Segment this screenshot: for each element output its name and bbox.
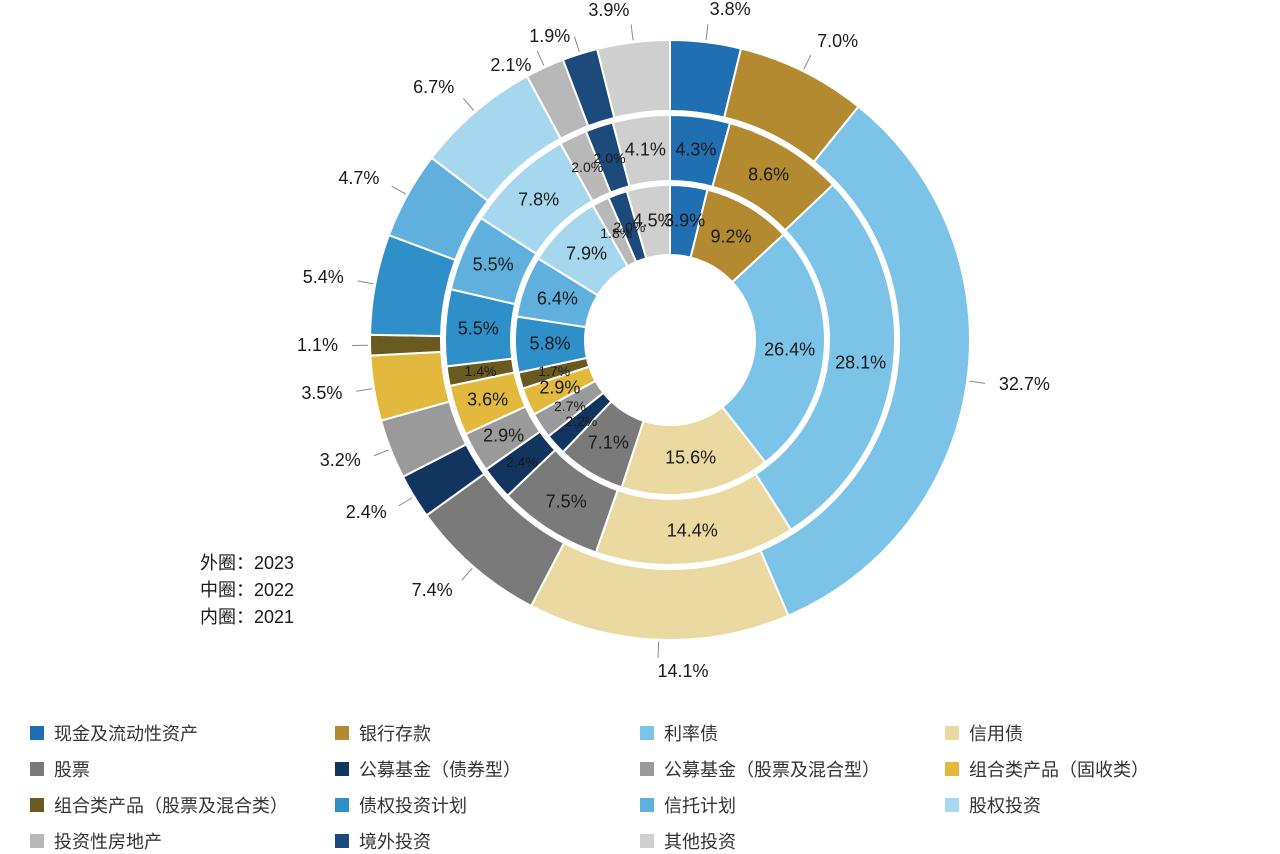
ring-year-note: 外圈：2023中圈：2022内圈：2021	[200, 550, 294, 631]
slice-outer-2023-combo_equity	[370, 335, 441, 356]
legend-swatch	[335, 798, 349, 812]
legend-label: 公募基金（债券型）	[359, 756, 521, 782]
leader-line	[706, 24, 708, 40]
legend-swatch	[640, 726, 654, 740]
leader-line	[804, 55, 811, 69]
leader-line	[537, 51, 544, 66]
legend-swatch	[30, 798, 44, 812]
legend: 现金及流动性资产 银行存款 利率债 信用债股票 公募基金（债券型） 公募基金（股票及混合型…	[30, 720, 1250, 854]
legend-item-debt_plan: 债权投资计划	[335, 792, 640, 818]
legend-label: 股权投资	[969, 792, 1041, 818]
legend-item-credit_bond: 信用债	[945, 720, 1250, 746]
leader-line	[969, 381, 985, 383]
ring-note-line: 中圈：2022	[200, 577, 294, 604]
ring-note-line: 内圈：2021	[200, 604, 294, 631]
leader-line	[358, 281, 374, 284]
donut-chart-area: 3.9%9.2%26.4%15.6%7.1%2.2%2.7%2.9%1.7%5.…	[0, 0, 1280, 700]
legend-label: 银行存款	[359, 720, 431, 746]
legend-label: 信用债	[969, 720, 1023, 746]
legend-item-combo_fixed: 组合类产品（固收类）	[945, 756, 1250, 782]
leader-line	[631, 24, 633, 40]
legend-item-rate_bond: 利率债	[640, 720, 945, 746]
legend-label: 现金及流动性资产	[54, 720, 198, 746]
legend-swatch	[30, 762, 44, 776]
legend-swatch	[30, 726, 44, 740]
legend-swatch	[335, 762, 349, 776]
legend-swatch	[640, 762, 654, 776]
legend-label: 组合类产品（股票及混合类）	[54, 792, 288, 818]
leader-line	[392, 186, 406, 194]
legend-swatch	[640, 798, 654, 812]
legend-swatch	[30, 834, 44, 848]
legend-swatch	[335, 834, 349, 848]
legend-item-cash: 现金及流动性资产	[30, 720, 335, 746]
legend-item-fund_equity: 公募基金（股票及混合型）	[640, 756, 945, 782]
legend-swatch	[335, 726, 349, 740]
legend-label: 信托计划	[664, 792, 736, 818]
legend-label: 债权投资计划	[359, 792, 467, 818]
nested-donut-svg	[0, 0, 1280, 700]
legend-label: 利率债	[664, 720, 718, 746]
legend-item-deposit: 银行存款	[335, 720, 640, 746]
legend-item-combo_equity: 组合类产品（股票及混合类）	[30, 792, 335, 818]
ring-note-line: 外圈：2023	[200, 550, 294, 577]
legend-swatch	[945, 726, 959, 740]
legend-swatch	[945, 762, 959, 776]
legend-label: 股票	[54, 756, 90, 782]
legend-item-fund_bond: 公募基金（债券型）	[335, 756, 640, 782]
legend-item-stock: 股票	[30, 756, 335, 782]
leader-line	[462, 568, 472, 580]
leader-line	[463, 98, 473, 110]
legend-label: 公募基金（股票及混合型）	[664, 756, 880, 782]
legend-item-trust: 信托计划	[640, 792, 945, 818]
leader-line	[658, 642, 659, 658]
legend-swatch	[640, 834, 654, 848]
legend-item-equity_inv: 股权投资	[945, 792, 1250, 818]
legend-label: 组合类产品（固收类）	[969, 756, 1149, 782]
leader-line	[574, 37, 579, 52]
leader-line	[399, 498, 413, 506]
leader-line	[356, 389, 372, 392]
legend-swatch	[945, 798, 959, 812]
leader-line	[374, 450, 389, 456]
